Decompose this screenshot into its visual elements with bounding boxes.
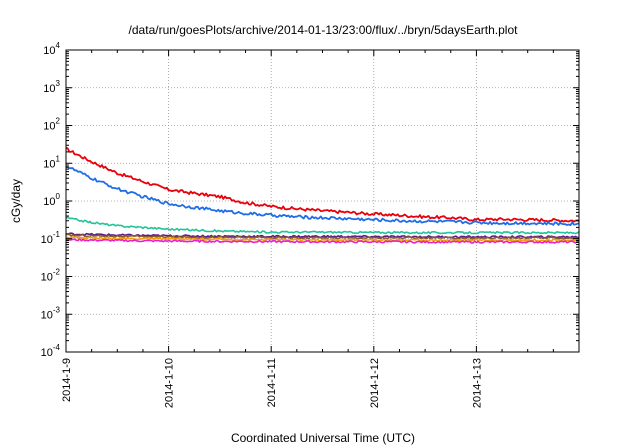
y-tick-label: 100	[43, 192, 60, 208]
x-tick-label: 2014-1-12	[369, 358, 381, 408]
x-axis: 2014-1-9 2014-1-10 2014-1-11 2014-1-12 2014-…	[61, 50, 554, 408]
series-line	[65, 216, 580, 235]
y-tick-label: 10-1	[41, 230, 61, 246]
x-tick-label: 2014-1-9	[61, 358, 73, 402]
x-axis-label: Coordinated Universal Time (UTC)	[231, 431, 415, 445]
y-axis-label: cGy/day	[9, 179, 23, 223]
y-tick-label: 102	[43, 117, 60, 133]
series-line	[65, 232, 580, 239]
x-tick-label: 2014-1-10	[164, 358, 176, 408]
y-tick-label: 104	[43, 41, 60, 57]
y-tick-label: 10-3	[41, 305, 61, 321]
x-tick-label: 2014-1-11	[266, 358, 278, 407]
series-line	[65, 146, 580, 223]
series-line	[65, 235, 580, 242]
series-line	[65, 238, 580, 244]
series-line	[65, 166, 580, 227]
x-tick-label: 2014-1-13	[471, 358, 483, 408]
series-layer	[65, 146, 580, 244]
chart-title: /data/run/goesPlots/archive/2014-01-13/2…	[129, 23, 519, 37]
y-axis: 10-4 10-3 10-2 10-1 100 101 102 103 104	[41, 41, 579, 359]
grid-lines	[66, 50, 579, 352]
y-tick-label: 10-2	[41, 268, 61, 284]
y-tick-label: 103	[43, 79, 60, 95]
plot-frame	[65, 49, 580, 353]
y-tick-label: 101	[43, 154, 60, 170]
y-tick-label: 10-4	[41, 343, 61, 359]
